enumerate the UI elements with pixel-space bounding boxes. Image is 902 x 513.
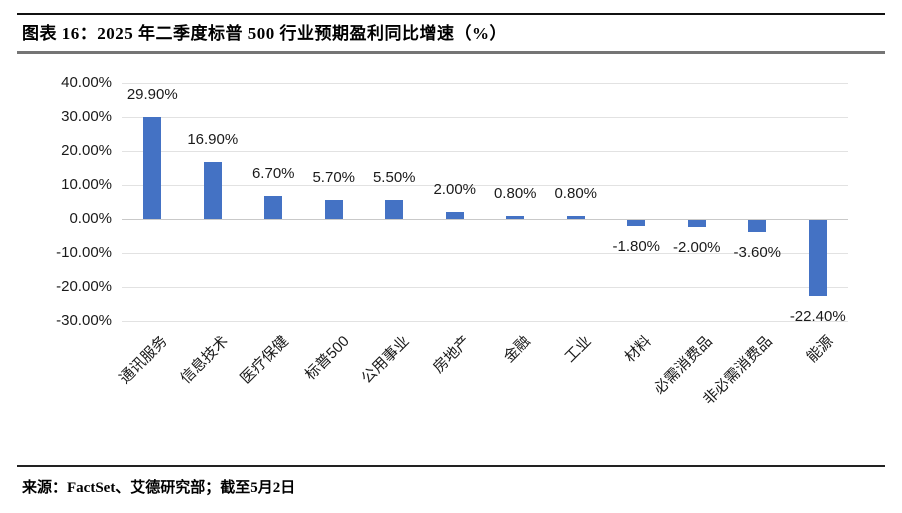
y-axis-tick-label: 30.00% <box>61 108 112 125</box>
bar-通讯服务 <box>143 117 162 219</box>
y-axis-tick-label: -30.00% <box>56 312 112 329</box>
bar-工业 <box>566 216 585 219</box>
gridline-40 <box>122 82 848 84</box>
bar-value-label: -22.40% <box>789 308 846 326</box>
bar-必需消费品 <box>687 220 706 227</box>
y-axis-tick-label: 10.00% <box>61 176 112 193</box>
bar-value-label: 29.90% <box>126 86 178 104</box>
bar-value-label: -2.00% <box>672 238 721 256</box>
y-axis-tick-label: 40.00% <box>61 74 112 91</box>
x-axis-label-公用事业: 公用事业 <box>358 332 413 388</box>
gridline-10 <box>122 184 848 186</box>
bar-非必需消费品 <box>748 220 767 233</box>
bar-能源 <box>808 220 827 297</box>
x-axis-label-金融: 金融 <box>500 332 534 366</box>
bar-value-label: 5.70% <box>312 168 356 186</box>
bar-医疗保健 <box>264 196 283 219</box>
bar-value-label: 0.80% <box>493 185 537 203</box>
gridline-0 <box>122 218 848 220</box>
gridline--30 <box>122 320 848 322</box>
x-axis-label-通讯服务: 通讯服务 <box>116 332 171 388</box>
bar-value-label: 16.90% <box>187 130 239 148</box>
x-axis-label-标普500: 标普500 <box>301 332 353 384</box>
gridline-30 <box>122 116 848 118</box>
top-rule <box>17 13 885 15</box>
bar-value-label: 2.00% <box>433 181 477 199</box>
gridline--20 <box>122 286 848 288</box>
y-axis-tick-label: -20.00% <box>56 278 112 295</box>
bar-房地产 <box>445 212 464 219</box>
bar-value-label: -1.80% <box>612 238 661 256</box>
figure-title: 图表 16：2025 年二季度标普 500 行业预期盈利同比增速（%） <box>22 24 507 43</box>
x-axis-label-工业: 工业 <box>561 332 595 366</box>
bar-标普500 <box>324 199 343 219</box>
source-note: 来源：FactSet、艾德研究部；截至5月2日 <box>22 480 296 496</box>
y-axis-tick-label: 20.00% <box>61 142 112 159</box>
bar-value-label: 0.80% <box>554 185 598 203</box>
bar-金融 <box>506 216 525 219</box>
x-axis-label-信息技术: 信息技术 <box>177 332 232 388</box>
y-axis-tick-label: -10.00% <box>56 244 112 261</box>
bar-value-label: 6.70% <box>251 165 295 183</box>
y-axis-tick-label: 0.00% <box>69 210 112 227</box>
bar-value-label: 5.50% <box>372 169 416 187</box>
title-separator-rule <box>17 51 885 54</box>
bar-材料 <box>627 220 646 227</box>
x-axis-label-能源: 能源 <box>803 332 837 366</box>
bar-信息技术 <box>203 161 222 219</box>
x-axis-label-房地产: 房地产 <box>429 332 474 377</box>
x-axis-label-材料: 材料 <box>621 332 655 366</box>
gridline-20 <box>122 150 848 152</box>
gridline--10 <box>122 252 848 254</box>
bar-value-label: -3.60% <box>733 244 782 262</box>
bar-公用事业 <box>385 200 404 219</box>
x-axis-label-医疗保健: 医疗保健 <box>237 332 292 388</box>
bottom-rule <box>17 465 885 467</box>
